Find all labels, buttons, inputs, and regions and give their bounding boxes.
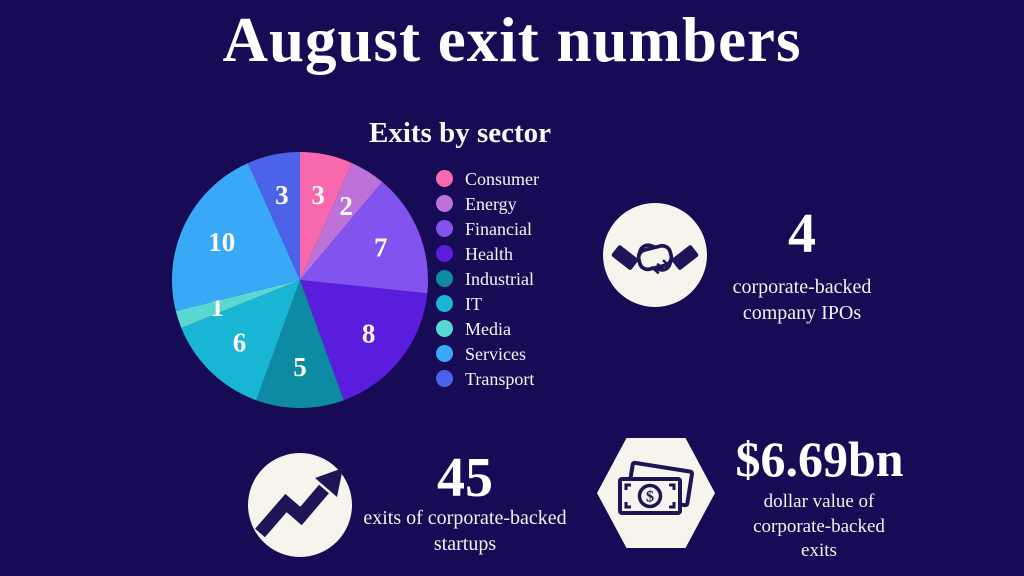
pie-slice-value-consumer: 3	[311, 180, 325, 210]
legend-item-consumer: Consumer	[436, 168, 539, 189]
legend-label: Transport	[465, 368, 535, 389]
legend-item-it: IT	[436, 293, 539, 314]
banknote-glyph: $	[618, 460, 695, 515]
pie-slice-value-health: 8	[362, 319, 376, 349]
pie-chart-container: 3 2 7 8 5 6 1 10 3	[168, 148, 432, 412]
legend-item-services: Services	[436, 343, 539, 364]
stat-dollar-value-value: $6.69bn	[735, 431, 904, 487]
pie-slice-consumer	[300, 152, 353, 280]
chart-title: Exits by sector	[368, 117, 552, 149]
stat-exits-label: exits of corporate-backed startups	[363, 507, 567, 555]
legend-label: Health	[465, 243, 513, 264]
legend-swatch-transport	[436, 370, 453, 387]
trending-up-arrow-icon	[248, 453, 352, 557]
legend-label: Industrial	[465, 268, 534, 289]
legend-item-financial: Financial	[436, 218, 539, 239]
pie-slice-media	[175, 280, 300, 328]
legend-label: Services	[465, 343, 526, 364]
legend-swatch-health	[436, 245, 453, 262]
handshake-glyph	[611, 243, 699, 274]
pie-slice-value-financial: 7	[374, 232, 388, 262]
legend-swatch-media	[436, 320, 453, 337]
legend-item-health: Health	[436, 243, 539, 264]
legend-label: Consumer	[465, 168, 539, 189]
chart-legend: Consumer Energy Financial Health Industrial I…	[436, 170, 539, 395]
pie-slice-it	[181, 280, 300, 401]
legend-item-media: Media	[436, 318, 539, 339]
legend-label: IT	[465, 293, 482, 314]
pie-slice-value-it: 6	[233, 328, 247, 358]
stat-dollar-value-label: dollar value of corporate-backed exits	[753, 491, 885, 562]
legend-swatch-energy	[436, 195, 453, 212]
pie-slice-health	[300, 280, 428, 401]
legend-label: Financial	[465, 218, 532, 239]
legend-item-transport: Transport	[436, 368, 539, 389]
legend-item-industrial: Industrial	[436, 268, 539, 289]
legend-swatch-it	[436, 295, 453, 312]
trending-up-glyph	[255, 468, 343, 538]
pie-slice-value-services: 10	[208, 227, 235, 257]
pie-slice-energy	[300, 163, 383, 280]
legend-item-energy: Energy	[436, 193, 539, 214]
banknote-icon: $	[597, 438, 715, 548]
legend-swatch-consumer	[436, 170, 453, 187]
pie-slice-value-transport: 3	[275, 180, 289, 210]
stat-exits-value: 45	[437, 447, 493, 509]
pie-slice-industrial	[256, 280, 344, 408]
legend-swatch-industrial	[436, 270, 453, 287]
pie-slice-services	[171, 163, 300, 311]
pie-slice-value-energy: 2	[339, 191, 353, 221]
pie-slice-transport	[247, 152, 300, 280]
svg-text:$: $	[646, 489, 654, 506]
pie-slice-financial	[300, 181, 429, 294]
stat-ipos-value: 4	[788, 203, 816, 265]
handshake-icon	[603, 203, 707, 307]
stat-ipos-label: corporate-backed company IPOs	[732, 276, 872, 324]
page-title: August exit numbers	[222, 5, 802, 75]
legend-label: Media	[465, 318, 511, 339]
pie-slice-value-industrial: 5	[293, 352, 307, 382]
legend-label: Energy	[465, 193, 517, 214]
legend-swatch-services	[436, 345, 453, 362]
legend-swatch-financial	[436, 220, 453, 237]
